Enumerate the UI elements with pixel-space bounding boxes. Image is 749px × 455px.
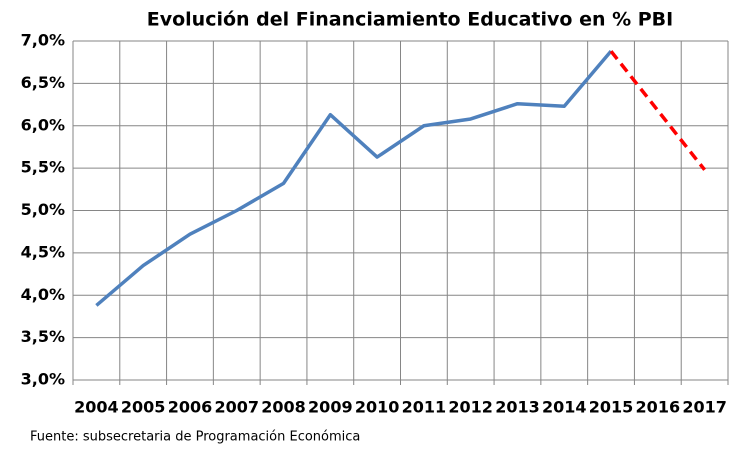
data-line bbox=[609, 50, 706, 171]
x-tick-label: 2009 bbox=[308, 398, 353, 417]
x-tick-label: 2012 bbox=[448, 398, 493, 417]
x-tick-label: 2004 bbox=[74, 398, 119, 417]
data-line bbox=[95, 50, 613, 307]
x-tick-label: 2005 bbox=[121, 398, 166, 417]
x-tick-label: 2010 bbox=[355, 398, 400, 417]
x-tick-label: 2008 bbox=[261, 398, 306, 417]
x-tick-label: 2006 bbox=[168, 398, 213, 417]
x-tick-label: 2016 bbox=[636, 398, 681, 417]
y-tick-label: 4,5% bbox=[21, 242, 65, 261]
x-tick-label: 2011 bbox=[402, 398, 447, 417]
chart-title: Evolución del Financiamiento Educativo e… bbox=[147, 9, 673, 31]
y-tick-label: 4,0% bbox=[21, 285, 65, 304]
source-note: Fuente: subsecretaria de Programación Ec… bbox=[30, 430, 360, 445]
x-tick-label: 2015 bbox=[589, 398, 634, 417]
x-tick-label: 2007 bbox=[214, 398, 259, 417]
x-tick-label: 2013 bbox=[495, 398, 540, 417]
x-tick-label: 2017 bbox=[682, 398, 727, 417]
y-tick-label: 6,0% bbox=[21, 115, 65, 134]
y-tick-label: 5,0% bbox=[21, 200, 65, 219]
y-tick-label: 3,0% bbox=[21, 370, 65, 389]
y-tick-label: 6,5% bbox=[21, 73, 65, 92]
y-tick-label: 5,5% bbox=[21, 158, 65, 177]
x-tick-label: 2014 bbox=[542, 398, 587, 417]
y-tick-label: 3,5% bbox=[21, 327, 65, 346]
y-tick-label: 7,0% bbox=[21, 31, 65, 50]
